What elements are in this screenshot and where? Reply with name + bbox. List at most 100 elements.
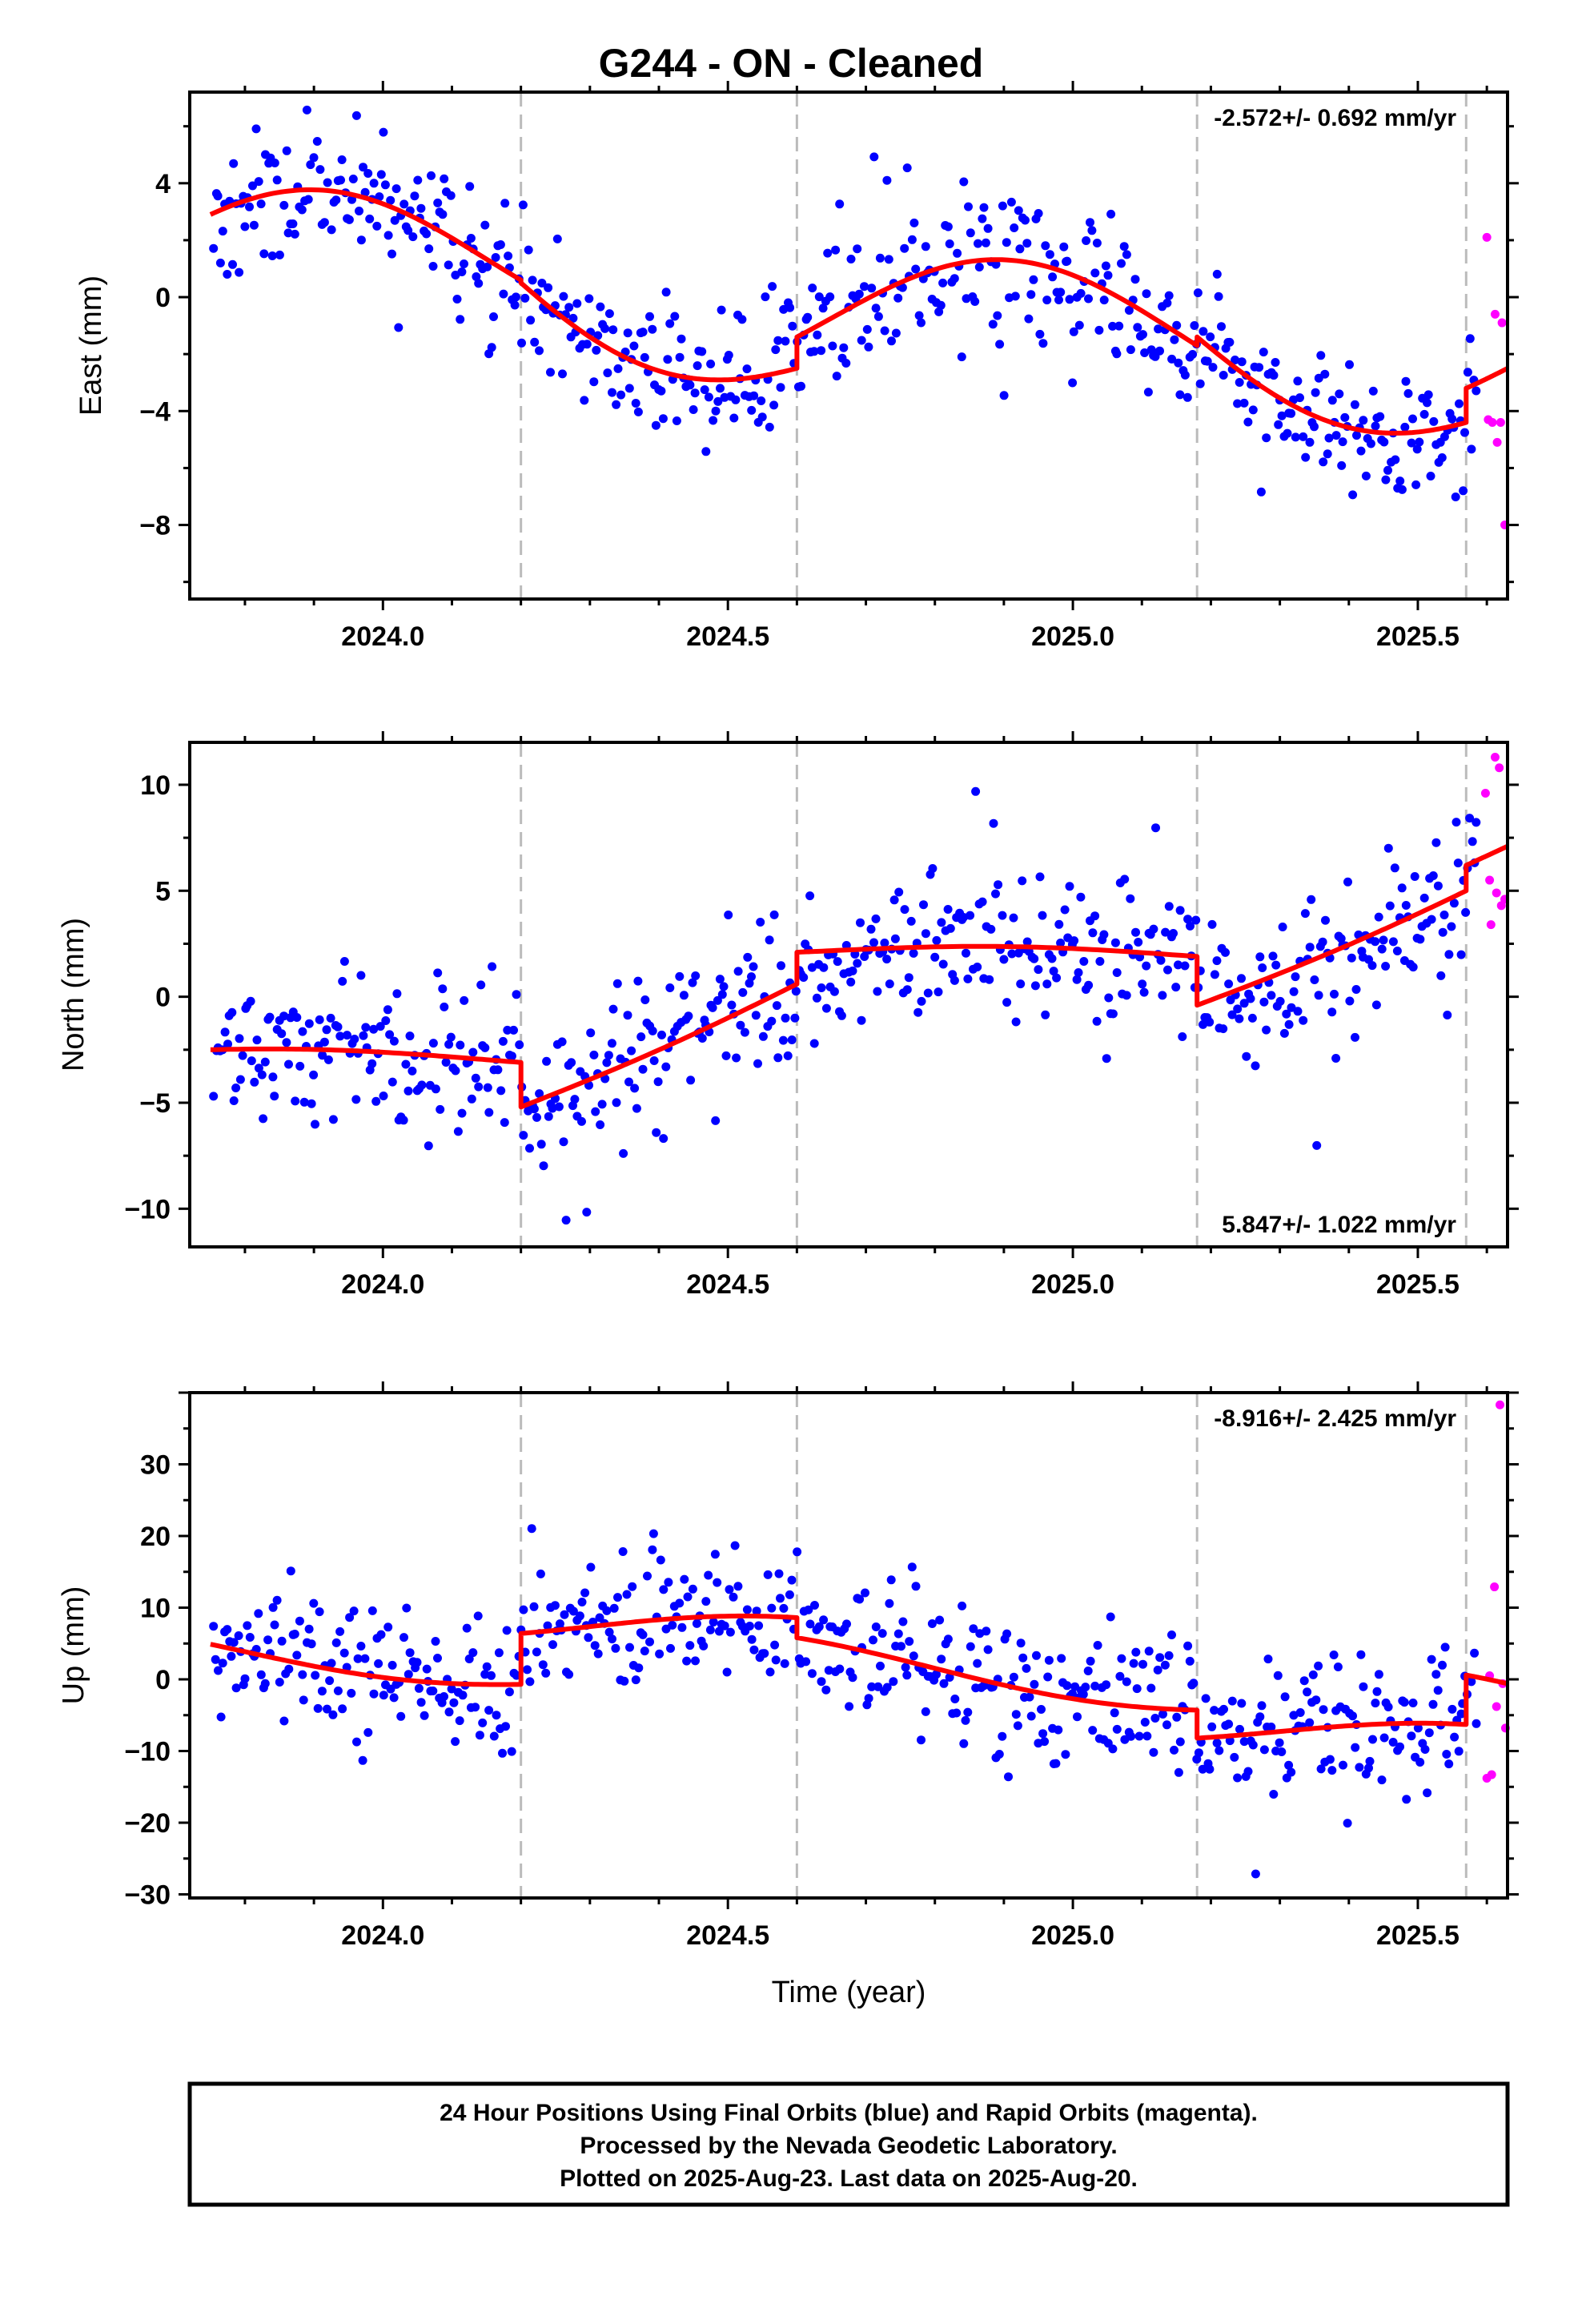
- final-orbit-point: [519, 1605, 528, 1614]
- final-orbit-point: [254, 1609, 263, 1618]
- final-orbit-point: [900, 905, 909, 915]
- final-orbit-point: [1149, 924, 1158, 934]
- x-tick-label: 2024.0: [341, 1920, 424, 1951]
- final-orbit-point: [757, 412, 767, 422]
- final-orbit-point: [327, 225, 336, 235]
- final-orbit-point: [1139, 987, 1149, 997]
- final-orbit-point: [867, 1682, 877, 1691]
- final-orbit-point: [738, 987, 748, 997]
- final-orbit-point: [943, 905, 953, 914]
- final-orbit-point: [456, 1040, 465, 1050]
- final-orbit-point: [825, 292, 835, 302]
- final-orbit-point: [591, 1107, 600, 1116]
- final-orbit-point: [351, 111, 361, 120]
- final-orbit-point: [309, 1070, 319, 1080]
- final-orbit-point: [680, 1574, 689, 1584]
- final-orbit-point: [1112, 968, 1122, 977]
- final-orbit-point: [349, 1606, 359, 1616]
- final-orbit-point: [433, 1654, 442, 1663]
- y-tick-label: −10: [124, 1194, 171, 1224]
- final-orbit-point: [1401, 376, 1411, 386]
- final-orbit-point: [356, 971, 366, 980]
- final-orbit-point: [283, 228, 293, 238]
- x-tick-label: 2024.0: [341, 621, 424, 652]
- final-orbit-point: [921, 1707, 930, 1716]
- final-orbit-point: [1427, 1655, 1436, 1664]
- final-orbit-point: [460, 259, 468, 268]
- final-orbit-point: [909, 1651, 918, 1661]
- final-orbit-point: [1275, 1738, 1284, 1747]
- final-orbit-point: [894, 887, 904, 897]
- final-orbit-point: [1210, 1706, 1219, 1715]
- final-orbit-point: [1465, 334, 1475, 344]
- final-orbit-point: [431, 1084, 440, 1094]
- final-orbit-point: [1390, 863, 1399, 873]
- final-orbit-point: [983, 1645, 993, 1655]
- final-orbit-point: [524, 245, 533, 255]
- final-orbit-point: [1175, 906, 1185, 915]
- final-orbit-point: [628, 1582, 637, 1591]
- final-orbit-point: [1034, 965, 1043, 975]
- final-orbit-point: [616, 390, 626, 400]
- final-orbit-point: [1400, 422, 1410, 432]
- final-orbit-point: [1269, 1790, 1279, 1799]
- final-orbit-point: [220, 1027, 230, 1037]
- final-orbit-point: [963, 974, 973, 983]
- final-orbit-point: [277, 1636, 287, 1646]
- final-orbit-point: [328, 1115, 338, 1124]
- final-orbit-point: [494, 1648, 504, 1658]
- final-orbit-point: [765, 1667, 775, 1677]
- final-orbit-points: [209, 1524, 1481, 1879]
- final-orbit-point: [525, 1144, 534, 1153]
- final-orbit-point: [335, 1031, 345, 1041]
- final-orbit-point: [1333, 1663, 1343, 1671]
- final-orbit-point: [589, 377, 599, 387]
- final-orbit-point: [1329, 1651, 1339, 1659]
- final-orbit-point: [589, 1050, 599, 1059]
- final-orbit-point: [783, 1051, 793, 1060]
- final-orbit-point: [969, 1624, 978, 1634]
- final-orbit-point: [945, 1673, 954, 1682]
- final-orbit-point: [580, 396, 589, 405]
- final-orbit-point: [1295, 393, 1304, 403]
- final-orbit-point: [857, 1015, 866, 1025]
- final-orbit-point: [369, 1689, 379, 1699]
- final-orbit-point: [1155, 346, 1164, 356]
- final-orbit-point: [1257, 1701, 1267, 1711]
- final-orbit-point: [428, 1039, 438, 1048]
- final-orbit-point: [416, 203, 426, 213]
- final-orbit-point: [636, 1032, 646, 1042]
- final-orbit-point: [781, 336, 790, 346]
- final-orbit-point: [817, 1677, 826, 1687]
- x-tick-label: 2025.0: [1031, 1920, 1114, 1951]
- y-tick-label: 0: [155, 983, 171, 1013]
- final-orbit-point: [937, 918, 946, 927]
- final-orbit-point: [1277, 411, 1287, 420]
- final-orbit-point: [829, 987, 839, 996]
- final-orbit-point: [1293, 376, 1303, 386]
- final-orbit-point: [392, 989, 402, 999]
- final-orbit-point: [1395, 1742, 1404, 1751]
- final-orbit-point: [993, 311, 1002, 320]
- final-orbit-point: [284, 1059, 293, 1069]
- final-orbit-point: [737, 315, 747, 324]
- final-orbit-point: [961, 1715, 970, 1725]
- final-orbit-point: [535, 346, 544, 356]
- final-orbit-point: [1016, 1638, 1026, 1648]
- final-orbit-point: [1210, 970, 1219, 979]
- final-orbit-point: [946, 923, 955, 933]
- final-orbit-point: [265, 1012, 275, 1022]
- final-orbit-point: [348, 175, 358, 183]
- y-tick-label: 10: [140, 770, 171, 801]
- final-orbit-point: [767, 1016, 777, 1026]
- final-orbit-point: [864, 342, 873, 352]
- final-orbit-point: [1263, 1655, 1273, 1664]
- final-orbit-point: [1203, 356, 1212, 366]
- final-orbit-point: [1180, 370, 1190, 380]
- final-orbit-point: [1074, 968, 1083, 977]
- final-orbit-point: [453, 1127, 463, 1136]
- final-orbit-point: [319, 218, 329, 227]
- final-orbit-point: [1212, 1739, 1222, 1747]
- final-orbit-point: [1472, 818, 1481, 827]
- final-orbit-point: [465, 182, 475, 191]
